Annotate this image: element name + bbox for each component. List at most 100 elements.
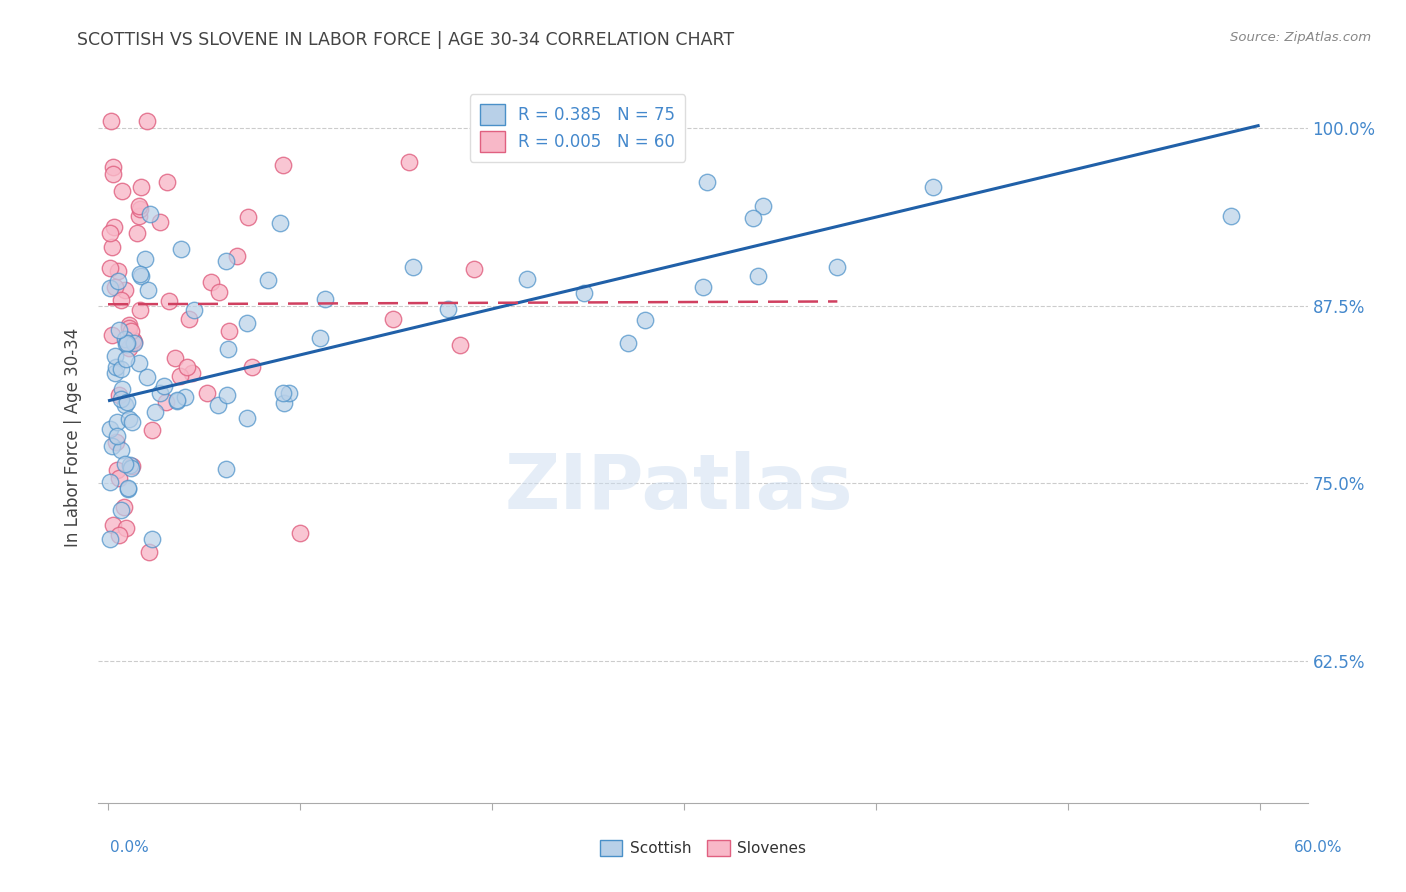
Point [110,443,132,458]
Point [114,351,136,366]
Point [217,388,239,402]
Point [122,335,145,350]
Point [169,368,191,383]
Point [277,386,299,401]
Text: ZIPatlas: ZIPatlas [505,451,853,525]
Point [117,336,139,351]
Point [170,242,193,256]
Text: Source: ZipAtlas.com: Source: ZipAtlas.com [1230,31,1371,45]
Point [101,518,124,533]
Point [100,114,122,128]
Point [309,331,332,345]
Point [129,202,152,216]
Point [103,167,125,181]
Point [101,328,124,343]
Point [218,324,240,338]
Point [100,240,122,254]
Point [105,415,128,429]
Point [827,260,849,274]
Point [118,412,141,426]
Point [165,351,187,365]
Point [128,199,150,213]
Point [104,350,127,364]
Point [141,533,163,547]
Point [117,481,139,495]
Point [143,405,166,419]
Point [108,471,131,485]
Point [129,268,152,283]
Point [207,398,229,412]
Point [98,226,121,240]
Point [125,226,148,240]
Point [103,220,125,235]
Point [696,175,718,189]
Point [105,462,128,476]
Point [101,439,124,453]
Point [141,423,163,437]
Point [157,294,180,309]
Point [98,281,121,295]
Point [98,422,121,436]
Point [98,533,121,547]
Point [121,415,143,429]
Point [136,283,159,297]
Point [110,361,132,376]
Point [101,160,124,174]
Point [115,337,138,351]
Point [114,332,136,346]
Point [128,267,150,281]
Text: SCOTTISH VS SLOVENE IN LABOR FORCE | AGE 30-34 CORRELATION CHART: SCOTTISH VS SLOVENE IN LABOR FORCE | AGE… [77,31,734,49]
Point [134,252,156,267]
Point [121,459,143,474]
Point [98,475,121,490]
Point [156,174,179,188]
Point [692,280,714,294]
Point [120,324,142,338]
Point [124,336,146,351]
Point [176,359,198,374]
Point [114,521,136,535]
Point [98,261,121,276]
Point [108,323,131,337]
Point [747,268,769,283]
Point [183,303,205,318]
Point [135,370,157,384]
Point [117,483,139,497]
Point [104,359,127,374]
Point [110,392,132,406]
Point [174,391,197,405]
Point [463,261,485,276]
Point [129,179,152,194]
Legend: Scottish, Slovenes: Scottish, Slovenes [593,834,813,862]
Point [752,199,775,213]
Point [208,285,231,300]
Point [226,249,249,263]
Point [120,460,142,475]
Point [273,396,295,410]
Point [240,360,263,375]
Point [269,216,291,230]
Point [110,503,132,517]
Point [200,276,222,290]
Point [516,271,538,285]
Point [1219,210,1241,224]
Point [107,274,129,288]
Point [288,525,311,540]
Point [118,341,141,355]
Point [104,279,127,293]
Point [398,154,420,169]
Point [114,457,136,471]
Point [121,334,143,348]
Point [195,386,218,401]
Point [104,366,127,380]
Point [217,342,239,356]
Point [112,500,135,515]
Point [236,210,259,224]
Point [107,528,129,542]
Point [314,292,336,306]
Point [449,338,471,352]
Point [136,114,159,128]
Point [155,394,177,409]
Point [574,285,596,300]
Point [382,312,405,326]
